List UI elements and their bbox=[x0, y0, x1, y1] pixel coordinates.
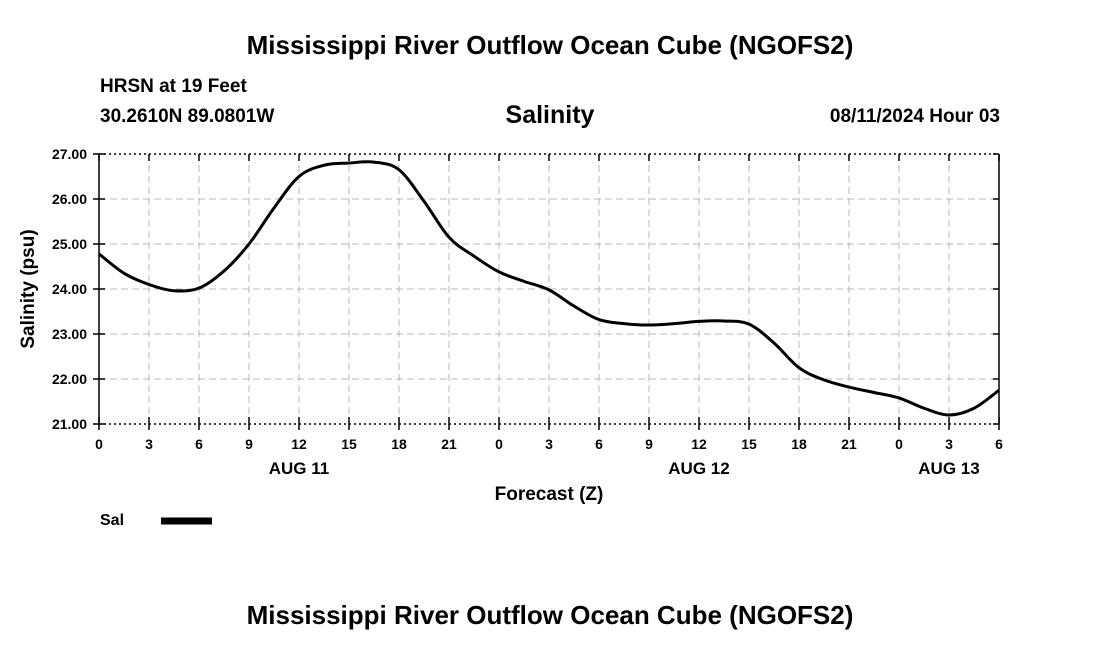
x-tick-label: 0 bbox=[895, 436, 903, 452]
x-tick-label: 12 bbox=[291, 436, 307, 452]
x-tick-label: 21 bbox=[841, 436, 857, 452]
series-line-sal bbox=[98, 160, 1000, 417]
y-tick-label: 27.00 bbox=[52, 146, 87, 162]
x-tick-label: 3 bbox=[145, 436, 153, 452]
station-label: HRSN at 19 Feet bbox=[100, 76, 247, 97]
x-tick-label: 6 bbox=[595, 436, 603, 452]
x-tick-label: 15 bbox=[341, 436, 357, 452]
chart-title: Mississippi River Outflow Ocean Cube (NG… bbox=[246, 30, 854, 60]
x-tick-label: 12 bbox=[691, 436, 707, 452]
y-tick-label: 21.00 bbox=[52, 416, 87, 432]
y-tick-label: 25.00 bbox=[52, 236, 87, 252]
day-label: AUG 11 bbox=[269, 459, 329, 478]
x-tick-label: 9 bbox=[645, 436, 653, 452]
x-axis-label: Forecast (Z) bbox=[495, 484, 604, 505]
x-tick-label: 6 bbox=[195, 436, 203, 452]
y-axis-label: Salinity (psu) bbox=[18, 229, 39, 348]
y-tick-label: 23.00 bbox=[52, 326, 87, 342]
station-coordinates: 30.2610N 89.0801W bbox=[100, 106, 275, 127]
forecast-datetime: 08/11/2024 Hour 03 bbox=[829, 106, 1000, 127]
x-tick-label: 15 bbox=[741, 436, 757, 452]
x-tick-label: 6 bbox=[995, 436, 1003, 452]
x-tick-label: 21 bbox=[441, 436, 457, 452]
x-tick-label: 18 bbox=[791, 436, 807, 452]
variable-title: Salinity bbox=[505, 101, 595, 129]
x-tick-label: 0 bbox=[495, 436, 503, 452]
x-tick-label: 9 bbox=[245, 436, 253, 452]
x-tick-label: 0 bbox=[95, 436, 103, 452]
y-tick-label: 26.00 bbox=[52, 191, 87, 207]
y-tick-label: 24.00 bbox=[52, 281, 87, 297]
day-label: AUG 12 bbox=[668, 459, 729, 478]
x-tick-label: 18 bbox=[391, 436, 407, 452]
day-label: AUG 13 bbox=[918, 459, 979, 478]
footer-title: Mississippi River Outflow Ocean Cube (NG… bbox=[246, 600, 854, 630]
x-tick-label: 3 bbox=[545, 436, 553, 452]
y-tick-label: 22.00 bbox=[52, 371, 87, 387]
legend-label: Sal bbox=[100, 512, 124, 529]
x-tick-label: 3 bbox=[945, 436, 953, 452]
